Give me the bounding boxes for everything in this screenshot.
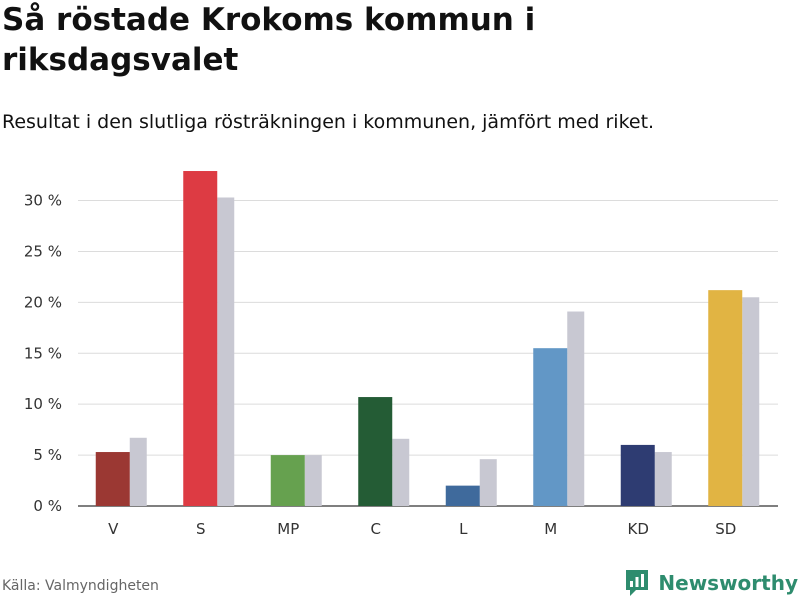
bar-riket-c bbox=[392, 438, 410, 506]
y-tick-label: 5 % bbox=[33, 446, 62, 464]
x-tick-label: C bbox=[371, 520, 381, 538]
bar-riket-s bbox=[217, 197, 235, 506]
y-tick-label: 25 % bbox=[24, 242, 62, 260]
bar-riket-sd bbox=[742, 297, 760, 506]
x-axis-labels: V S MP C L M KD SD bbox=[108, 520, 736, 538]
x-tick-label: L bbox=[459, 520, 468, 538]
bar-krokom-sd bbox=[708, 290, 743, 506]
bar-krokom-c bbox=[358, 397, 393, 506]
x-tick-label: V bbox=[108, 520, 119, 538]
bar-riket-m bbox=[567, 311, 585, 506]
bar-riket-kd bbox=[654, 452, 672, 506]
x-tick-label: M bbox=[544, 520, 557, 538]
chart-title: Så röstade Krokoms kommun i riksdagsvale… bbox=[2, 2, 536, 78]
x-tick-label: KD bbox=[628, 520, 649, 538]
x-tick-label: MP bbox=[277, 520, 299, 538]
bars bbox=[95, 171, 760, 506]
y-tick-label: 10 % bbox=[24, 395, 62, 413]
bar-riket-mp bbox=[304, 455, 322, 506]
y-axis-labels: 0 % 5 % 10 % 15 % 20 % 25 % 30 % bbox=[24, 192, 62, 515]
bar-krokom-m bbox=[533, 348, 568, 506]
y-tick-label: 0 % bbox=[33, 497, 62, 515]
grid-lines bbox=[78, 200, 778, 507]
x-tick-label: S bbox=[196, 520, 206, 538]
bar-krokom-kd bbox=[620, 444, 655, 506]
chart-subtitle: Resultat i den slutliga rösträkningen i … bbox=[2, 111, 655, 133]
bar-krokom-mp bbox=[270, 455, 305, 506]
brand-logo[interactable]: Newsworthy bbox=[624, 568, 798, 598]
bar-riket-v bbox=[129, 437, 147, 506]
bar-krokom-l bbox=[445, 485, 480, 506]
newsworthy-logo-icon bbox=[626, 570, 649, 596]
brand-name: Newsworthy bbox=[658, 571, 798, 595]
bar-chart: 0 % 5 % 10 % 15 % 20 % 25 % 30 % V S MP C L M KD SD bbox=[24, 171, 778, 538]
y-tick-label: 15 % bbox=[24, 344, 62, 362]
source-note: Källa: Valmyndigheten bbox=[2, 578, 159, 594]
bar-krokom-s bbox=[183, 171, 218, 506]
x-tick-label: SD bbox=[715, 520, 736, 538]
bar-krokom-v bbox=[95, 452, 130, 506]
bar-riket-l bbox=[479, 459, 497, 506]
y-tick-label: 30 % bbox=[24, 192, 62, 210]
y-tick-label: 20 % bbox=[24, 293, 62, 311]
